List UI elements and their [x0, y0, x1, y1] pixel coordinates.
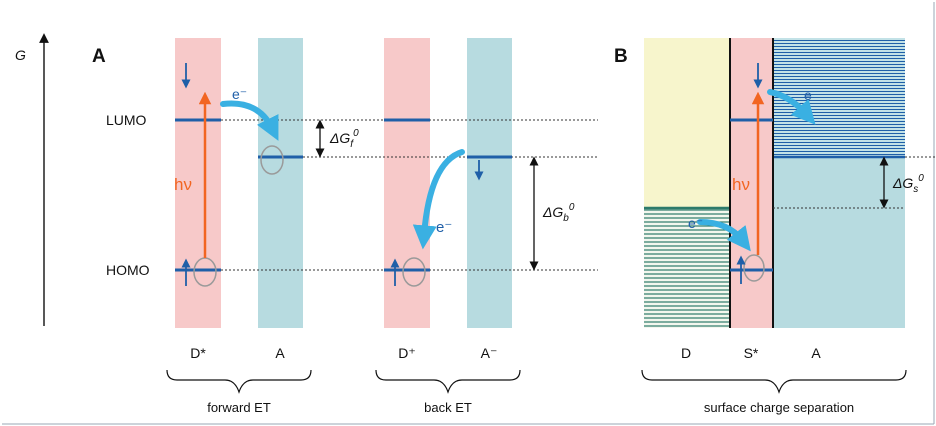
- hole-circle-cation: [402, 257, 426, 287]
- column-label-a: A: [275, 345, 285, 361]
- delta-gb-label: ΔGb0: [542, 202, 575, 224]
- donor-cation-band: [384, 38, 430, 328]
- delta-gs-label: ΔGs0: [892, 173, 924, 195]
- forward-electron-arrow: [220, 100, 279, 141]
- photon-label-a: hν: [174, 175, 192, 194]
- column-label-a-b: A: [811, 345, 821, 361]
- sensitizer-band: [730, 38, 773, 328]
- column-label-a-minus: A⁻: [481, 345, 498, 361]
- back-et-label: back ET: [424, 400, 472, 415]
- donor-empty-region: [644, 38, 730, 208]
- back-electron-arrow: [412, 149, 465, 250]
- energy-axis-label: G: [15, 47, 26, 63]
- surface-charge-label: surface charge separation: [704, 400, 854, 415]
- homo-label: HOMO: [106, 262, 150, 278]
- photon-label-b: hν: [732, 175, 750, 194]
- back-electron-label: e⁻: [436, 219, 452, 236]
- panel-b-label: B: [614, 46, 628, 67]
- column-label-d-star: D*: [190, 345, 206, 361]
- forward-et-brace: [166, 369, 312, 394]
- electron-regeneration-arrow: [697, 219, 751, 252]
- forward-electron-label: e⁻: [232, 86, 247, 102]
- acceptor-filled-region: [773, 38, 905, 157]
- delta-gf-label: ΔGf0: [329, 128, 359, 150]
- column-label-s-star: S*: [744, 345, 759, 361]
- column-label-d-plus: D⁺: [398, 345, 416, 361]
- column-label-d: D: [681, 345, 691, 361]
- acceptor-anion-band: [467, 38, 512, 328]
- electron-injection-arrow: [767, 89, 816, 125]
- donor-filled-region: [644, 208, 730, 328]
- sensitizer-hole-circle: [743, 254, 765, 282]
- electron-regeneration-label: e⁻: [688, 215, 703, 231]
- acceptor-band-forward: [258, 38, 303, 328]
- surface-charge-brace: [641, 369, 907, 394]
- panel-a-label: A: [92, 46, 106, 67]
- forward-et-label: forward ET: [207, 400, 271, 415]
- electron-injection-label: e: [804, 87, 812, 103]
- back-et-brace: [375, 369, 521, 394]
- lumo-label: LUMO: [106, 112, 147, 128]
- electron-circle-acceptor: [260, 145, 284, 175]
- acceptor-empty-region: [773, 157, 905, 328]
